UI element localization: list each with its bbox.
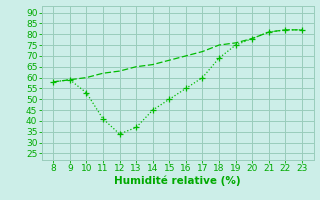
X-axis label: Humidité relative (%): Humidité relative (%) — [114, 176, 241, 186]
